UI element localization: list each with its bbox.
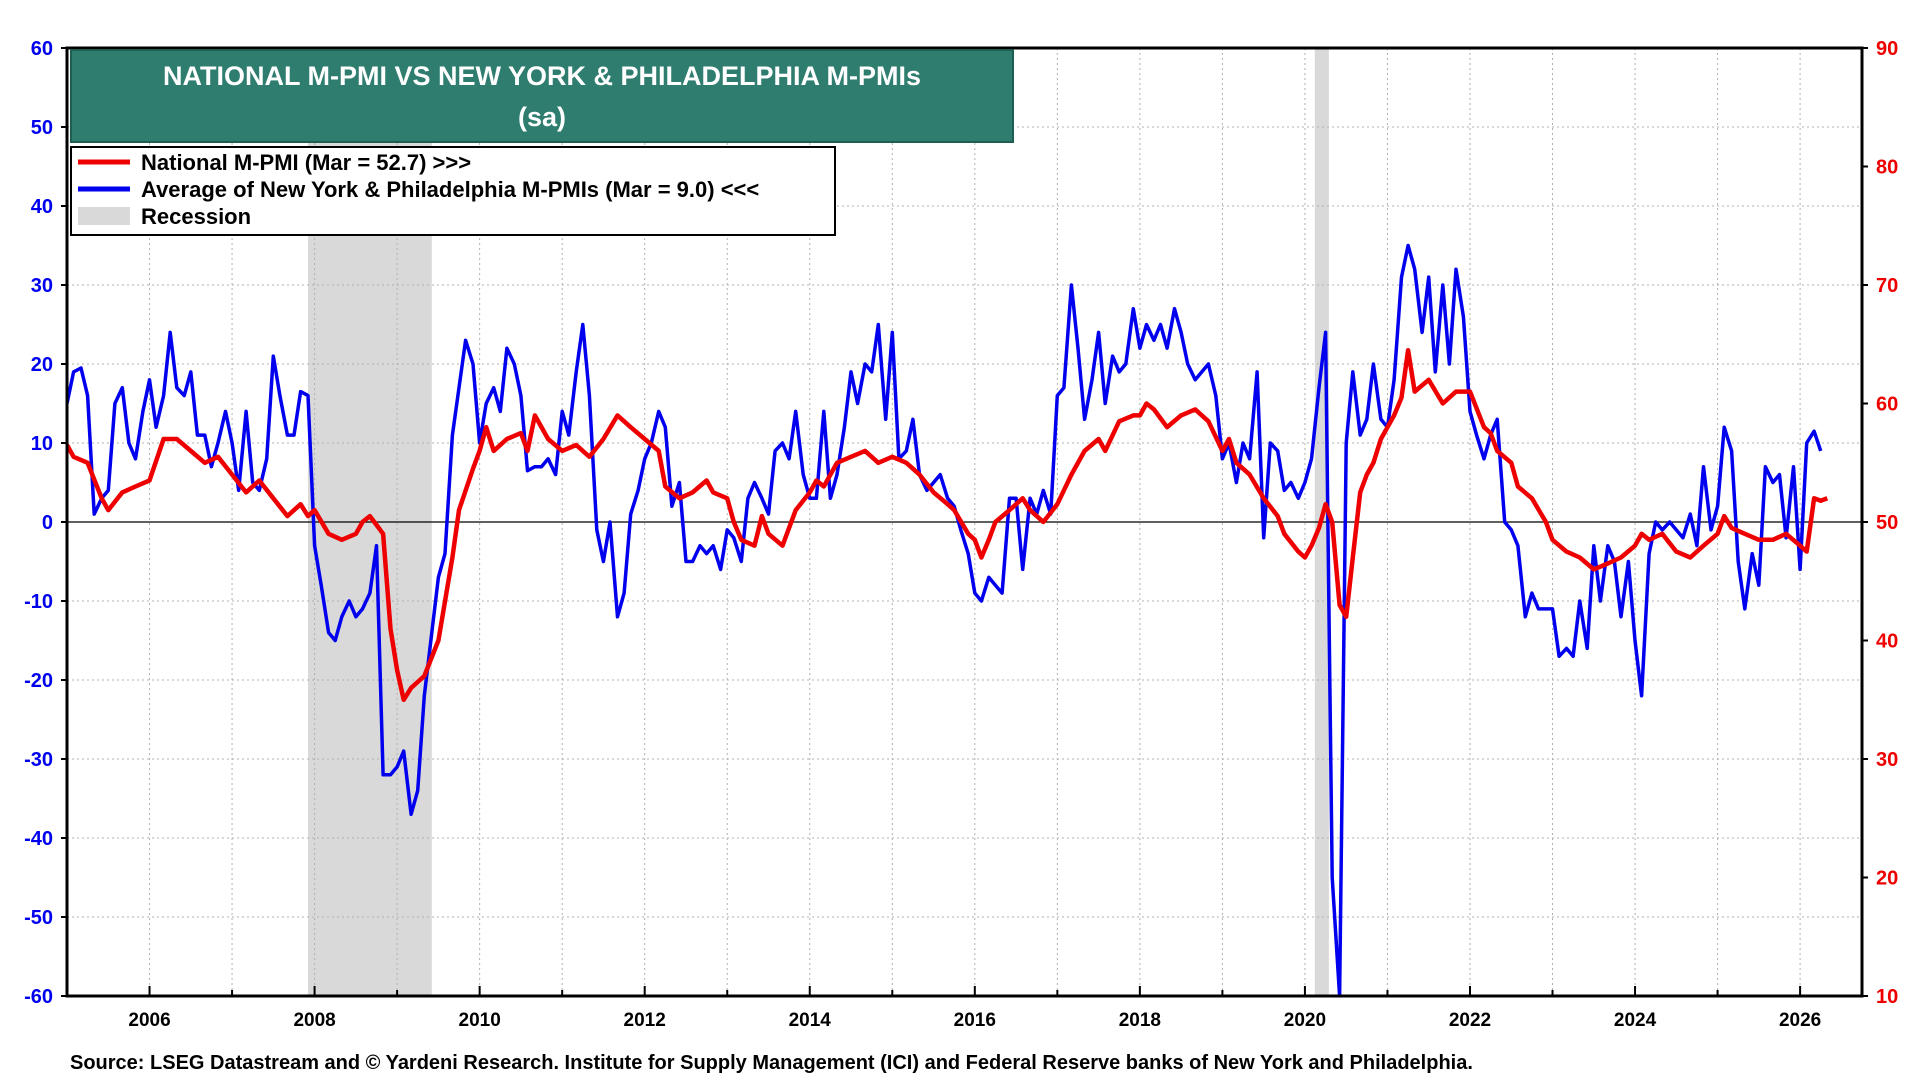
series-line-average	[67, 243, 1823, 996]
left-tick-label: -40	[24, 828, 53, 850]
right-tick-label: 60	[1876, 394, 1898, 416]
x-tick-label: 2010	[459, 1010, 501, 1031]
x-tick-label: 2008	[293, 1010, 335, 1031]
x-tick-label: 2022	[1449, 1010, 1491, 1031]
legend: National M-PMI (Mar = 52.7) >>> Average …	[70, 146, 836, 236]
x-tick-label: 2014	[789, 1010, 832, 1031]
series-line-national	[67, 347, 1829, 703]
right-tick-label: 50	[1876, 512, 1898, 534]
legend-label-national: National M-PMI (Mar = 52.7) >>>	[141, 150, 471, 175]
grid-layer	[67, 48, 1862, 996]
left-tick-label: 20	[31, 354, 53, 376]
right-tick-label: 20	[1876, 868, 1898, 890]
x-tick-label: 2024	[1614, 1010, 1657, 1031]
left-tick-label: 30	[31, 275, 53, 297]
x-axis-ticks: 2006 2008 2010 2012 2014 2016 2018 2020 2022 2024…	[66, 986, 1821, 1031]
left-tick-label: -30	[24, 749, 53, 771]
chart-title: NATIONAL M-PMI VS NEW YORK & PHILADELPHI…	[163, 61, 921, 91]
title-box: NATIONAL M-PMI VS NEW YORK & PHILADELPHI…	[70, 49, 1014, 143]
right-tick-label: 30	[1876, 749, 1898, 771]
left-tick-label: -10	[24, 591, 53, 613]
right-axis-ticks: 90 80 70 60 50 40 30 20 10	[1862, 38, 1898, 1008]
left-tick-label: 0	[42, 512, 53, 534]
right-tick-label: 10	[1876, 986, 1898, 1008]
x-tick-label: 2018	[1119, 1010, 1161, 1031]
source-note: Source: LSEG Datastream and © Yardeni Re…	[70, 1052, 1473, 1074]
right-tick-label: 80	[1876, 157, 1898, 179]
right-tick-label: 70	[1876, 275, 1898, 297]
right-tick-label: 90	[1876, 38, 1898, 60]
series-layer	[67, 243, 1829, 996]
x-tick-label: 2020	[1284, 1010, 1326, 1031]
legend-label-recession: Recession	[141, 204, 251, 229]
chart-subtitle: (sa)	[518, 102, 566, 132]
legend-label-average: Average of New York & Philadelphia M-PMI…	[141, 177, 759, 202]
x-tick-label: 2012	[624, 1010, 666, 1031]
legend-swatch-recession	[78, 207, 130, 225]
left-tick-label: 60	[31, 38, 53, 60]
left-axis-ticks: 60 50 40 30 20 10 0 -10 -20 -30 -40 -50 -60	[24, 38, 67, 1008]
left-tick-label: 50	[31, 117, 53, 139]
right-tick-label: 40	[1876, 631, 1898, 653]
left-tick-label: 10	[31, 433, 53, 455]
x-tick-label: 2006	[128, 1010, 170, 1031]
x-tick-label: 2026	[1779, 1010, 1821, 1031]
left-tick-label: -60	[24, 986, 53, 1008]
left-tick-label: -50	[24, 907, 53, 929]
left-tick-label: -20	[24, 670, 53, 692]
left-tick-label: 40	[31, 196, 53, 218]
x-tick-label: 2016	[954, 1010, 996, 1031]
